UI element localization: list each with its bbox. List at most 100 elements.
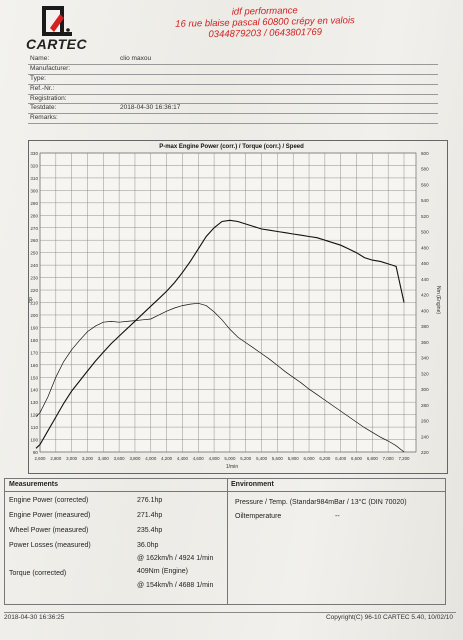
measurement-value: 235.4hp bbox=[137, 527, 163, 534]
measurement-value: @ 154km/h / 4688 1/min bbox=[137, 582, 214, 589]
info-label: Testdate: bbox=[30, 104, 57, 112]
y-left-tick-label: 140 bbox=[30, 388, 38, 393]
y-right-tick-label: 480 bbox=[421, 245, 429, 250]
info-row: Name: clio maxou bbox=[28, 55, 438, 65]
y-left-tick-label: 190 bbox=[30, 325, 38, 330]
info-value: 2018-04-30 16:36:17 bbox=[120, 104, 181, 112]
x-tick-label: 6,400 bbox=[335, 456, 347, 461]
x-tick-label: 4,800 bbox=[209, 456, 221, 461]
info-row: Registration: bbox=[28, 95, 438, 105]
x-tick-label: 3,400 bbox=[98, 456, 110, 461]
y-left-tick-label: 210 bbox=[30, 301, 38, 306]
x-tick-label: 5,600 bbox=[272, 456, 284, 461]
chart-title: P-max Engine Power (corr.) / Torque (cor… bbox=[159, 144, 304, 150]
info-label: Registration: bbox=[30, 94, 67, 102]
y-right-tick-label: 500 bbox=[421, 230, 429, 235]
y-left-tick-label: 250 bbox=[30, 251, 38, 256]
y-right-tick-label: 300 bbox=[421, 387, 429, 392]
info-row: Ref.-Nr.: bbox=[28, 85, 438, 95]
info-label: Ref.-Nr.: bbox=[30, 84, 55, 92]
measurement-label: Engine Power (corrected) bbox=[9, 497, 89, 504]
y-right-tick-label: 340 bbox=[421, 356, 429, 361]
footer-divider bbox=[4, 612, 456, 613]
y-right-axis-label: Nm (Engine) bbox=[435, 286, 441, 314]
y-left-tick-label: 320 bbox=[30, 163, 38, 168]
info-row: Testdate: 2018-04-30 16:36:17 bbox=[28, 104, 438, 115]
x-tick-label: 5,400 bbox=[256, 456, 268, 461]
environment-title: Environment bbox=[231, 481, 274, 488]
x-tick-label: 4,600 bbox=[193, 456, 205, 461]
y-right-tick-label: 240 bbox=[421, 434, 429, 439]
measurement-value: 276.1hp bbox=[137, 497, 163, 504]
measurements-title: Measurements bbox=[9, 481, 59, 488]
y-left-tick-label: 300 bbox=[30, 188, 38, 193]
info-label: Manufacturer: bbox=[30, 64, 71, 72]
y-left-tick-label: 180 bbox=[30, 338, 38, 343]
environment-label: Pressure / Temp. (Standar984mBar / 13°C … bbox=[235, 499, 407, 506]
y-right-tick-label: 420 bbox=[421, 293, 429, 298]
info-row: Manufacturer: bbox=[28, 65, 438, 75]
y-left-tick-label: 240 bbox=[30, 263, 38, 268]
x-tick-label: 3,800 bbox=[129, 456, 141, 461]
vehicle-info: Name: clio maxou Manufacturer: Type: Ref.… bbox=[28, 55, 438, 125]
y-right-tick-label: 600 bbox=[421, 151, 429, 156]
y-right-tick-label: 320 bbox=[421, 371, 429, 376]
x-tick-label: 3,600 bbox=[114, 456, 126, 461]
info-label: Type: bbox=[30, 74, 46, 82]
y-right-tick-label: 560 bbox=[421, 182, 429, 187]
measurement-label: Power Losses (measured) bbox=[9, 542, 91, 549]
measurement-value: 409Nm (Engine) bbox=[137, 568, 188, 575]
y-right-tick-label: 540 bbox=[421, 198, 429, 203]
environment-value: -- bbox=[335, 513, 340, 520]
x-tick-label: 6,600 bbox=[351, 456, 363, 461]
x-tick-label: 6,000 bbox=[304, 456, 316, 461]
measurement-value: 271.4hp bbox=[137, 512, 163, 519]
y-right-tick-label: 260 bbox=[421, 419, 429, 424]
x-tick-label: 4,200 bbox=[161, 456, 173, 461]
info-label: Remarks: bbox=[30, 114, 58, 122]
y-right-tick-label: 360 bbox=[421, 340, 429, 345]
brand-name: CARTEC bbox=[26, 36, 88, 52]
y-left-tick-label: 150 bbox=[30, 375, 38, 380]
x-tick-label: 2,800 bbox=[50, 456, 62, 461]
y-right-tick-label: 400 bbox=[421, 308, 429, 313]
y-left-tick-label: 230 bbox=[30, 276, 38, 281]
x-tick-label: 7,000 bbox=[383, 456, 395, 461]
y-right-tick-label: 520 bbox=[421, 214, 429, 219]
x-tick-label: 6,200 bbox=[319, 456, 331, 461]
copyright-text: Copyright(C) 96-10 CARTEC 5.40, 10/02/10 bbox=[325, 614, 453, 621]
x-tick-label: 3,000 bbox=[66, 456, 78, 461]
environment-label: Oiltemperature bbox=[235, 513, 282, 520]
results-panel: Measurements Environment Engine Power (c… bbox=[4, 478, 446, 605]
y-right-tick-label: 380 bbox=[421, 324, 429, 329]
y-right-tick-label: 580 bbox=[421, 167, 429, 172]
print-timestamp: 2018-04-30 16:36:25 bbox=[4, 614, 65, 621]
x-axis-label: 1/min bbox=[226, 464, 238, 470]
y-left-tick-label: 280 bbox=[30, 213, 38, 218]
y-right-tick-label: 460 bbox=[421, 261, 429, 266]
x-tick-label: 5,000 bbox=[224, 456, 236, 461]
y-left-tick-label: 100 bbox=[30, 438, 38, 443]
measurement-label: Engine Power (measured) bbox=[9, 512, 91, 519]
x-tick-label: 5,200 bbox=[240, 456, 252, 461]
y-left-tick-label: 120 bbox=[30, 413, 38, 418]
power-curve bbox=[35, 219, 405, 449]
measurement-value: @ 162km/h / 4924 1/min bbox=[137, 555, 214, 562]
measurement-value: 36.0hp bbox=[137, 542, 159, 549]
x-tick-label: 5,800 bbox=[288, 456, 300, 461]
info-row: Type: bbox=[28, 75, 438, 85]
torque-curve bbox=[35, 302, 405, 453]
results-column-divider bbox=[227, 479, 228, 604]
measurement-label: Wheel Power (measured) bbox=[9, 527, 89, 534]
y-left-tick-label: 330 bbox=[30, 151, 38, 156]
y-right-tick-label: 440 bbox=[421, 277, 429, 282]
y-left-tick-label: 200 bbox=[30, 313, 38, 318]
y-left-tick-label: 260 bbox=[30, 238, 38, 243]
y-left-tick-label: 270 bbox=[30, 226, 38, 231]
y-left-axis-label: hp bbox=[28, 297, 34, 303]
y-left-tick-label: 110 bbox=[31, 425, 39, 430]
x-tick-label: 2,600 bbox=[35, 456, 47, 461]
y-right-tick-label: 280 bbox=[421, 403, 429, 408]
results-header-divider bbox=[5, 491, 445, 492]
